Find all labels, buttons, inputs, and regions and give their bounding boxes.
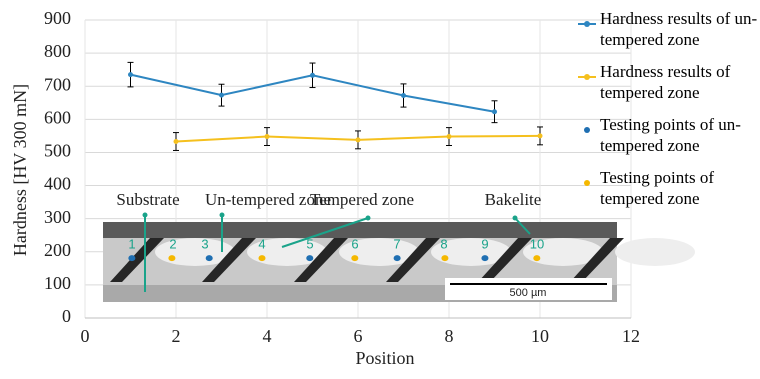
legend-label: Testing points of tempered zone	[600, 168, 714, 208]
x-tick-label: 0	[81, 326, 90, 346]
series-point	[492, 109, 497, 114]
y-tick-label: 300	[44, 207, 71, 227]
scatter-point	[441, 255, 448, 261]
scatter-point	[258, 255, 265, 261]
point-label: 6	[351, 236, 358, 251]
scatter-point	[128, 255, 135, 261]
zone-arrow-head	[220, 213, 225, 218]
series-point	[265, 134, 270, 139]
series-point	[310, 73, 315, 78]
y-axis-title: Hardness [HV 300 mN]	[10, 84, 30, 256]
scatter-point	[306, 255, 313, 261]
series-point	[447, 134, 452, 139]
y-tick-label: 200	[44, 240, 71, 260]
series-point	[219, 93, 224, 98]
point-label: 8	[440, 236, 447, 251]
point-label: 9	[481, 236, 488, 251]
x-tick-label: 6	[354, 326, 363, 346]
y-tick-label: 700	[44, 74, 71, 94]
y-tick-label: 500	[44, 141, 71, 161]
zone-arrow-head	[143, 213, 148, 218]
legend-swatch	[578, 179, 598, 187]
point-label: 10	[530, 236, 544, 251]
scatter-point	[168, 255, 175, 261]
point-label: 1	[128, 236, 135, 251]
x-tick-label: 2	[172, 326, 181, 346]
legend-item: Testing points of tempered zone	[578, 167, 758, 209]
zone-label: Substrate	[116, 190, 179, 209]
y-tick-label: 900	[44, 8, 71, 28]
scale-bar-label: 500 µm	[510, 287, 547, 299]
y-tick-label: 100	[44, 273, 71, 293]
scatter-point	[533, 255, 540, 261]
series-point	[128, 72, 133, 77]
y-tick-label: 800	[44, 41, 71, 61]
scatter-point	[351, 255, 358, 261]
point-label: 4	[258, 236, 265, 251]
x-tick-label: 12	[622, 326, 640, 346]
x-axis-title: Position	[355, 348, 414, 368]
legend: Hardness results of un-tempered zone Hard…	[578, 8, 758, 220]
zone-arrow-head	[513, 216, 518, 221]
legend-swatch	[578, 73, 598, 81]
series-point	[356, 137, 361, 142]
scatter-point	[481, 255, 488, 261]
point-label: 2	[169, 236, 176, 251]
zone-label: Tempered zone	[310, 190, 414, 209]
y-tick-label: 600	[44, 107, 71, 127]
page: Position Hardness [HV 300 mN] 0100200300…	[0, 0, 760, 374]
legend-swatch	[578, 126, 598, 134]
series-point	[401, 93, 406, 98]
x-tick-label: 8	[445, 326, 454, 346]
series-point	[538, 133, 543, 138]
point-label: 3	[201, 236, 208, 251]
zone-label: Bakelite	[485, 190, 542, 209]
legend-label: Testing points of un-tempered zone	[600, 115, 741, 155]
y-tick-label: 0	[62, 306, 71, 326]
legend-item: Hardness results of tempered zone	[578, 61, 758, 103]
zone-arrow-head	[366, 216, 371, 221]
point-label: 7	[393, 236, 400, 251]
legend-item: Hardness results of un-tempered zone	[578, 8, 758, 50]
micrograph: 500 µm	[103, 222, 695, 302]
legend-label: Hardness results of un-tempered zone	[600, 9, 757, 49]
legend-label: Hardness results of tempered zone	[600, 62, 730, 102]
legend-item: Testing points of un-tempered zone	[578, 114, 758, 156]
series-point	[174, 139, 179, 144]
scatter-point	[394, 255, 401, 261]
scatter-point	[206, 255, 213, 261]
y-tick-label: 400	[44, 174, 71, 194]
micrograph-track	[615, 238, 695, 266]
x-tick-label: 10	[531, 326, 549, 346]
legend-swatch	[578, 20, 598, 28]
x-tick-label: 4	[263, 326, 272, 346]
